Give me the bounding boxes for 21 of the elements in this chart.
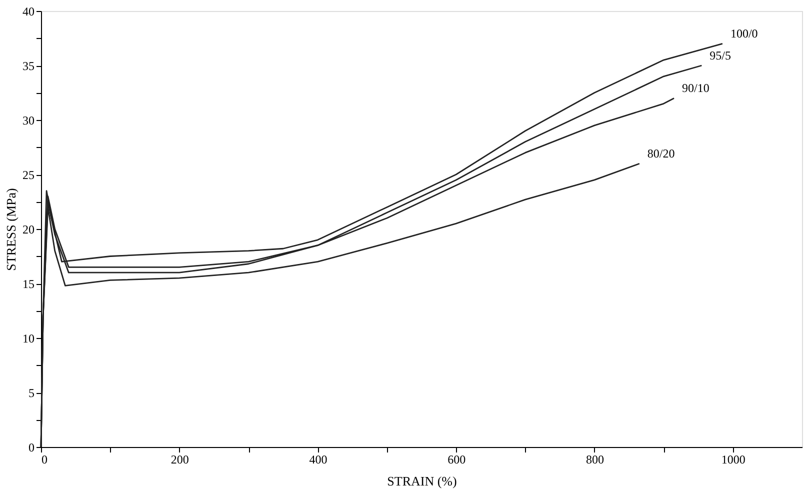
y-tick-label: 30	[22, 114, 34, 128]
series-label: 80/20	[647, 146, 675, 161]
y-tick-label: 5	[28, 386, 34, 400]
x-tick-label: 200	[170, 452, 189, 466]
y-tick-label: 0	[28, 440, 34, 454]
y-tick-label: 40	[22, 4, 34, 18]
series-label: 100/0	[730, 26, 758, 41]
y-axis-title: STRESS (MPa)	[4, 188, 18, 271]
x-tick-label: 800	[586, 452, 604, 466]
x-tick-label: 600	[448, 452, 466, 466]
series-label: 90/10	[682, 81, 710, 96]
x-tick-label: 0	[42, 452, 48, 466]
x-tick-label: 400	[309, 452, 328, 466]
y-tick-label: 35	[22, 59, 34, 73]
y-tick-label: 15	[22, 277, 34, 291]
x-axis-title: STRAIN (%)	[387, 474, 457, 488]
y-tick-label: 20	[22, 222, 34, 236]
series-label: 95/5	[710, 48, 732, 62]
y-tick-label: 10	[22, 332, 34, 346]
y-tick-label: 25	[22, 168, 34, 182]
x-tick-label: 1000	[721, 452, 746, 466]
